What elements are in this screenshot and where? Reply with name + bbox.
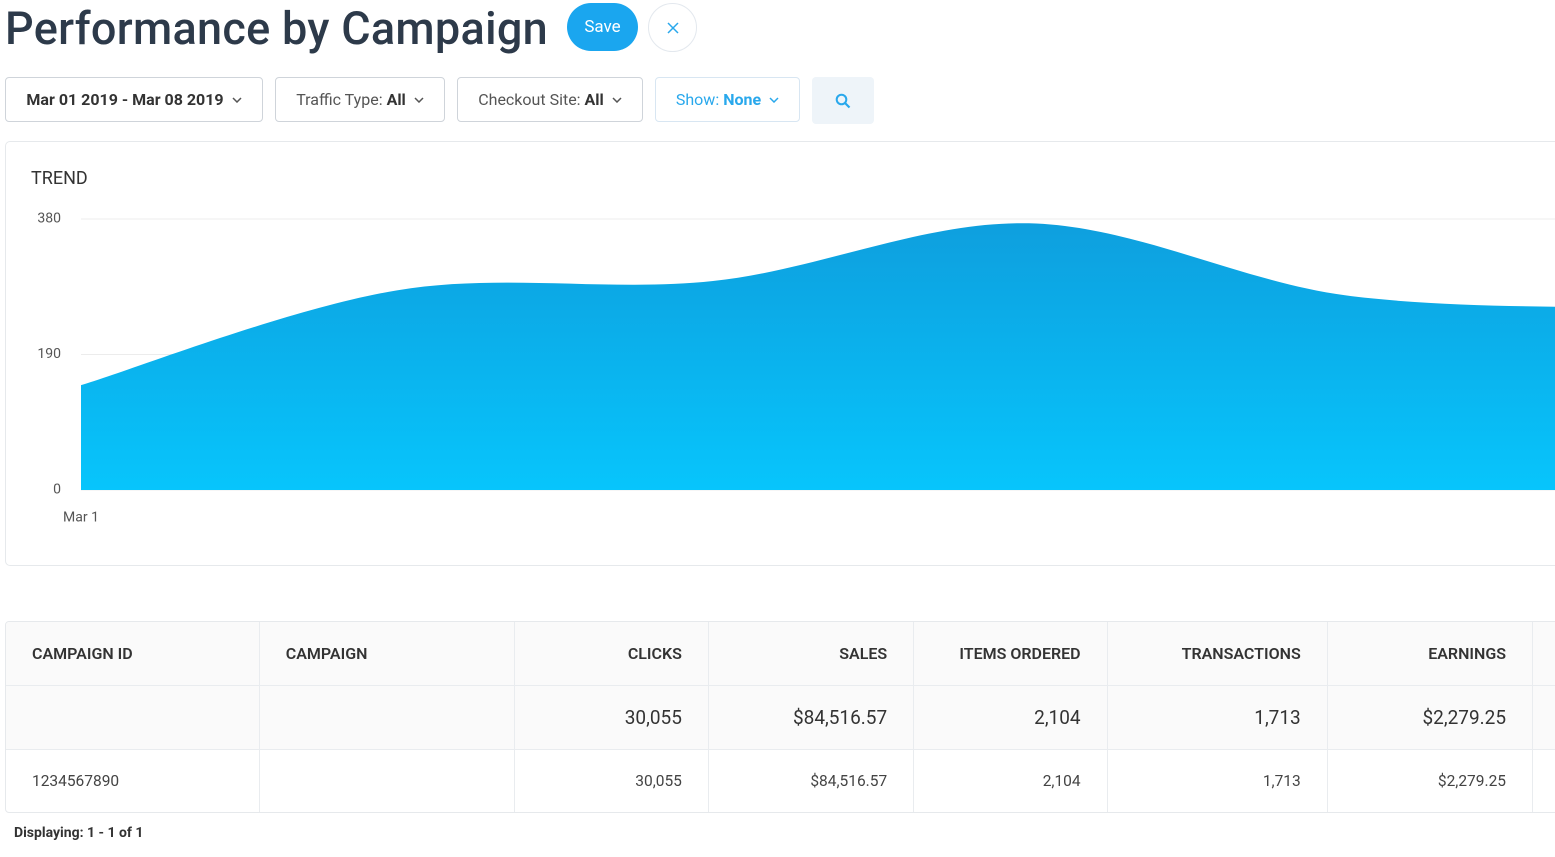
table-cell [6, 686, 260, 749]
table-cell: 1,713 [1108, 750, 1328, 812]
table-cell: 2,104 [914, 686, 1108, 749]
y-tick-label: 0 [53, 482, 61, 498]
checkout-filter[interactable]: Checkout Site: All [457, 77, 643, 122]
close-icon [666, 21, 679, 34]
filter-value: None [723, 90, 762, 109]
y-tick-label: 190 [37, 346, 61, 362]
table-cell [260, 750, 516, 812]
total-row: 30,055 $84,516.57 2,104 1,713 $2,279.25 [6, 686, 1555, 750]
show-filter[interactable]: Show: None [655, 77, 800, 122]
table-cell: CAMPAIGN [260, 622, 516, 685]
area [81, 223, 1555, 490]
search-button[interactable] [812, 77, 874, 124]
table-cell: SALES [709, 622, 915, 685]
chevron [232, 96, 242, 103]
traffic-filter[interactable]: Traffic Type: All [275, 77, 445, 122]
chart-panel [5, 141, 1555, 566]
table-header: CAMPAIGN ID CAMPAIGN CLICKS SALES ITEMS ORDE… [6, 622, 1555, 686]
table-cell: 1,713 [1108, 686, 1328, 749]
search-icon [835, 93, 851, 108]
table-cell [260, 686, 516, 749]
table-cell [1533, 750, 1555, 812]
chart: 0 190 380 Mar 1 [37, 211, 1555, 526]
pagination-info: Displaying: 1 - 1 of 1 [14, 825, 144, 841]
filter-label: Traffic Type: [296, 90, 383, 109]
table-cell: TRANSACTIONS [1108, 622, 1328, 685]
table-cell: ITEMS ORDERED [914, 622, 1108, 685]
table-cell: 2,104 [914, 750, 1108, 812]
table-cell [1533, 686, 1555, 749]
table-cell: $84,516.57 [709, 750, 915, 812]
table-cell: CAMPAIGN ID [6, 622, 260, 685]
chevron [612, 96, 622, 103]
filter-value: All [584, 90, 604, 109]
table-row: 1234567890 30,055 $84,516.57 2,104 1,713 $2,2… [6, 750, 1555, 812]
date-filter[interactable]: Mar 01 2019 - Mar 08 2019 [5, 77, 263, 122]
chevron [769, 96, 779, 103]
y-tick-label: 380 [37, 211, 61, 227]
table-cell [1533, 622, 1555, 685]
table-cell: 30,055 [515, 750, 709, 812]
table-cell: 30,055 [515, 686, 709, 749]
table-cell: 1234567890 [6, 750, 260, 812]
filter-value: All [386, 90, 406, 109]
table: CAMPAIGN ID CAMPAIGN CLICKS SALES ITEMS ORDE… [5, 621, 1555, 813]
save-button[interactable]: Save [567, 3, 638, 51]
table-cell: EARNINGS [1328, 622, 1533, 685]
table-cell: $2,279.25 [1328, 686, 1533, 749]
table-cell: CLICKS [515, 622, 709, 685]
x-tick-label: Mar 1 [63, 510, 99, 526]
table-cell: $84,516.57 [709, 686, 915, 749]
filter-value: Mar 01 2019 - Mar 08 2019 [26, 90, 224, 109]
chart-title: TREND [31, 168, 88, 189]
close-button[interactable] [648, 3, 697, 52]
filter-label: Show: [675, 90, 720, 109]
chevron [414, 96, 424, 103]
table-cell: $2,279.25 [1328, 750, 1533, 812]
page-title: Performance by Campaign [5, 2, 549, 55]
filter-label: Checkout Site: [478, 90, 581, 109]
